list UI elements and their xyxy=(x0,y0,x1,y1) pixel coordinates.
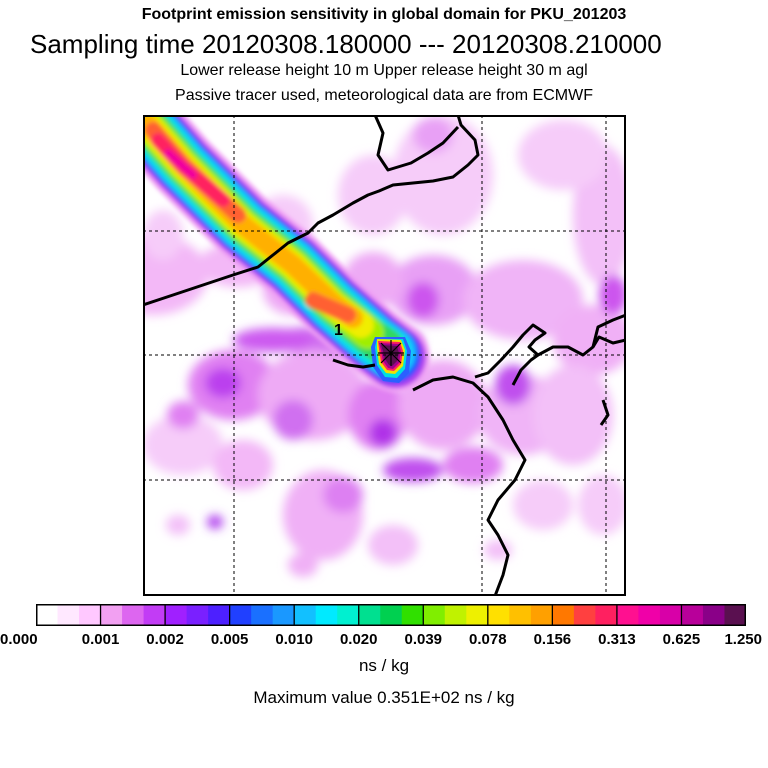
color-scale-tick-label: 0.020 xyxy=(339,631,378,648)
color-swatch xyxy=(509,604,532,626)
color-swatch xyxy=(530,604,553,626)
color-swatch xyxy=(57,604,80,626)
color-swatch xyxy=(380,604,403,626)
color-swatch xyxy=(466,604,489,626)
color-scale-bar xyxy=(36,604,746,626)
color-scale-tick-label: 0.156 xyxy=(533,631,572,648)
color-swatch xyxy=(208,604,231,626)
color-scale-tick-label: 0.039 xyxy=(404,631,443,648)
color-swatch xyxy=(294,604,317,626)
map-frame xyxy=(143,115,626,596)
color-swatch xyxy=(186,604,209,626)
color-swatch xyxy=(229,604,252,626)
footprint-map: 1 xyxy=(143,115,626,596)
color-swatch xyxy=(638,604,661,626)
color-scale-tick-label: 0.625 xyxy=(662,631,701,648)
release-marker-label: 1 xyxy=(334,322,343,339)
color-swatch xyxy=(724,604,746,626)
color-swatch xyxy=(272,604,295,626)
color-swatch xyxy=(251,604,274,626)
tracer-info: Passive tracer used, meteorological data… xyxy=(175,87,593,104)
color-swatch xyxy=(487,604,510,626)
color-swatch xyxy=(702,604,725,626)
color-swatch xyxy=(573,604,596,626)
color-swatch xyxy=(79,604,102,626)
color-swatch xyxy=(143,604,166,626)
color-swatch xyxy=(595,604,618,626)
color-swatch xyxy=(36,604,59,626)
maximum-value: Maximum value 0.351E+02 ns / kg xyxy=(253,688,515,707)
color-swatch xyxy=(358,604,381,626)
color-swatch xyxy=(616,604,639,626)
sampling-time: Sampling time 20120308.180000 --- 201203… xyxy=(30,29,662,59)
color-scale-tick-label: 1.250 xyxy=(724,631,762,648)
color-swatch xyxy=(681,604,704,626)
color-swatch xyxy=(659,604,682,626)
color-swatch xyxy=(552,604,575,626)
color-scale-tick-label: 0.313 xyxy=(598,631,636,648)
color-swatch xyxy=(315,604,338,626)
color-scale-tick-label: 0.010 xyxy=(275,631,313,648)
color-swatch xyxy=(423,604,446,626)
color-swatch xyxy=(337,604,360,626)
map-title: Footprint emission sensitivity in global… xyxy=(141,6,627,23)
color-scale-tick-label: 0.001 xyxy=(81,631,120,648)
color-scale-tick-label: 0.005 xyxy=(210,631,249,648)
color-swatch xyxy=(122,604,145,626)
units-label: ns / kg xyxy=(358,656,410,675)
color-swatch xyxy=(444,604,467,626)
coastline xyxy=(143,115,626,596)
grid xyxy=(143,115,626,596)
color-swatch xyxy=(100,604,123,626)
plume xyxy=(143,115,430,392)
color-swatch xyxy=(401,604,424,626)
color-scale-tick-label: 0.000 xyxy=(0,631,38,648)
receptor-core xyxy=(371,337,411,383)
color-scale-tick-label: 0.002 xyxy=(146,631,184,648)
color-scale-tick-label: 0.078 xyxy=(469,631,507,648)
release-height: Lower release height 10 m Upper release … xyxy=(180,62,588,79)
star-cross-icon xyxy=(378,340,404,366)
color-swatch xyxy=(165,604,188,626)
